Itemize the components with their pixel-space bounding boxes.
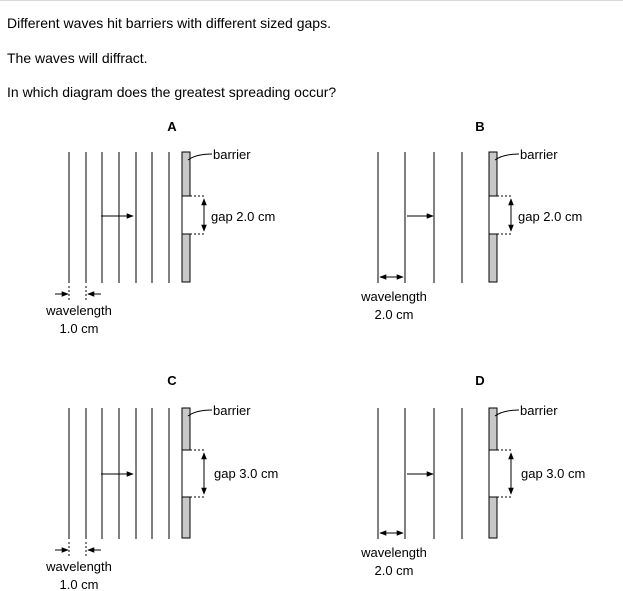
diagram-a-wavelength-label: wavelength [45, 303, 112, 318]
diagram-d-letter: D [475, 373, 484, 388]
diagram-d-wavefronts [377, 408, 463, 539]
diagram-c-letter: C [167, 373, 177, 388]
diagram-d-barrier-bottom [488, 496, 498, 539]
diagram-a-barrier-bottom [181, 233, 191, 283]
diagram-b-barrier-bottom [488, 233, 498, 283]
diagram-c-barrier-top [181, 407, 191, 451]
diagram-b-wavelength-value: 2.0 cm [374, 307, 413, 322]
diagram-d-wavelength-value: 2.0 cm [374, 563, 413, 578]
diagram-c: C barrier gap 3.0 cm wavelength 1.0 cm [45, 373, 278, 591]
diagram-c-gap-label: gap 3.0 cm [214, 466, 278, 481]
diagram-b-barrier-top [488, 151, 498, 197]
diagram-d-wavelength-label: wavelength [360, 545, 427, 560]
diagram-c-wavelength-value: 1.0 cm [59, 577, 98, 591]
diagram-d-gap-label: gap 3.0 cm [521, 466, 585, 481]
diagram-d-barrier-label: barrier [520, 403, 558, 418]
diagram-a-wavefronts [68, 152, 170, 283]
diagram-b-letter: B [475, 119, 484, 134]
question-line-2: The waves will diffract. [7, 50, 148, 66]
diagram-a-gap-label: gap 2.0 cm [211, 209, 275, 224]
diagram-b-gap-label: gap 2.0 cm [518, 209, 582, 224]
diagram-d-barrier-top [488, 407, 498, 451]
diagram-b-barrier-label: barrier [520, 147, 558, 162]
diagram-a-barrier-label: barrier [213, 147, 251, 162]
diagram-b-wavelength-label: wavelength [360, 289, 427, 304]
diagram-b: B barrier gap 2.0 cm wavelength 2.0 cm [360, 119, 582, 322]
question-line-1: Different waves hit barriers with differ… [7, 15, 331, 31]
diagram-a: A barrier gap 2.0 cm wavelength 1.0 cm [45, 119, 275, 336]
diagram-b-wavefronts [377, 152, 463, 283]
diagram-d: D barrier gap 3.0 cm wavelength 2.0 cm [360, 373, 585, 578]
diagram-a-letter: A [167, 119, 177, 134]
question-line-3: In which diagram does the greatest sprea… [7, 84, 337, 100]
diagram-c-barrier-label: barrier [213, 403, 251, 418]
diagram-c-wavelength-label: wavelength [45, 559, 112, 574]
diagram-a-wavelength-value: 1.0 cm [59, 321, 98, 336]
diagram-a-barrier-top [181, 151, 191, 197]
top-rule [0, 0, 623, 1]
diagram-c-barrier-bottom [181, 496, 191, 539]
